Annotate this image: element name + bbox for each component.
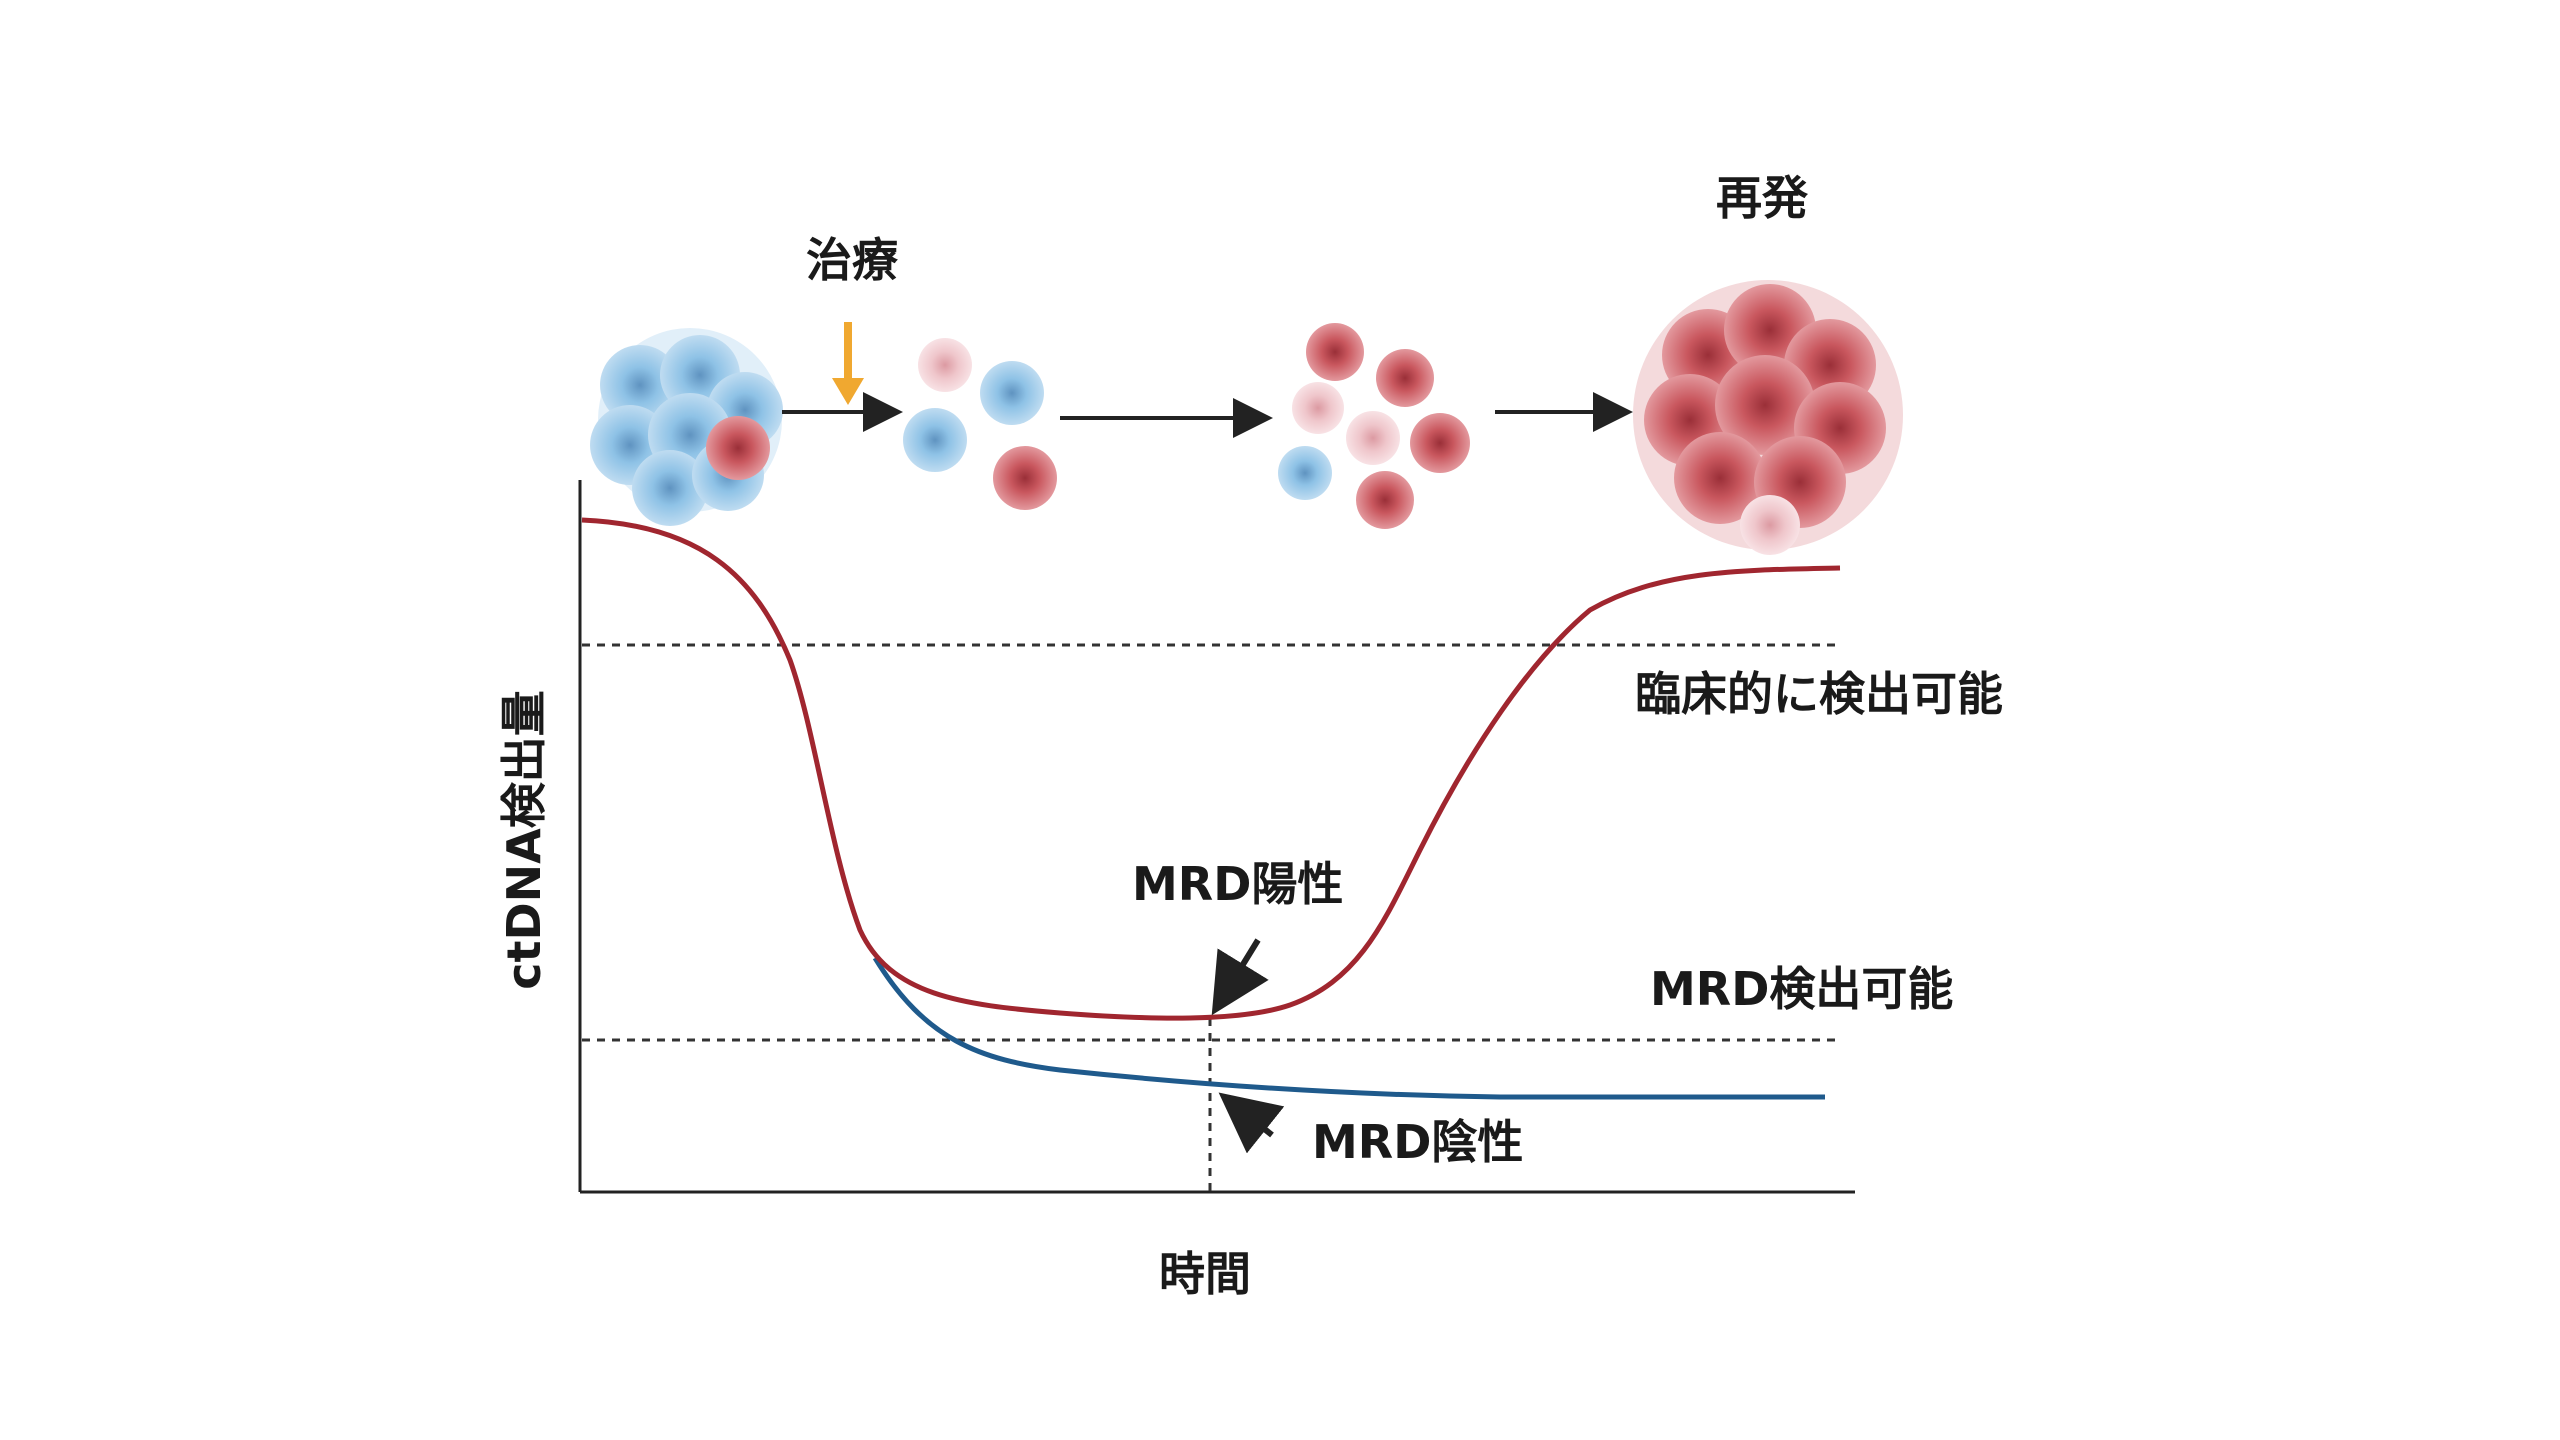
cell-icon	[1278, 446, 1332, 500]
relapse-label: 再発	[1716, 171, 1809, 225]
x-axis-label: 時間	[1159, 1247, 1251, 1301]
clinical-threshold-label: 臨床的に検出可能	[1635, 667, 2003, 721]
mrd-positive-curve	[581, 517, 1841, 1021]
mrd-negative-pointer-icon	[1218, 1092, 1285, 1154]
mrd-negative-label: MRD陰性	[1312, 1115, 1523, 1169]
cell-icon	[903, 408, 967, 472]
mrd-negative-curve	[872, 956, 1825, 1100]
y-axis-label: ctDNA検出量	[497, 690, 551, 990]
cell-icon	[1356, 471, 1414, 529]
cell-icon	[993, 446, 1057, 510]
cell-icon	[1346, 411, 1400, 465]
mrd-positive-label: MRD陽性	[1132, 857, 1343, 911]
tumor-cluster-icon	[590, 328, 783, 526]
mrd-positive-pointer-icon	[1211, 938, 1269, 1016]
cell-icon	[1292, 382, 1344, 434]
treatment-label: 治療	[806, 233, 898, 287]
cell-icon	[1306, 323, 1364, 381]
mrd-threshold-label: MRD検出可能	[1650, 962, 1953, 1016]
treatment-arrow-icon	[832, 322, 864, 405]
cell-icon	[918, 338, 972, 392]
remission-cells	[1278, 323, 1470, 529]
post-treatment-cells	[903, 338, 1057, 510]
relapse-tumor-icon	[1633, 280, 1903, 555]
cell-icon	[1376, 349, 1434, 407]
cell-icon	[1410, 413, 1470, 473]
cell-icon	[980, 361, 1044, 425]
